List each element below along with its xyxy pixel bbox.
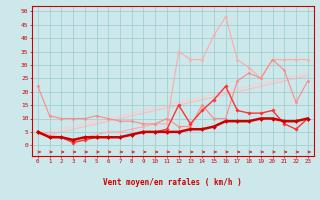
X-axis label: Vent moyen/en rafales ( km/h ): Vent moyen/en rafales ( km/h ): [103, 178, 242, 187]
